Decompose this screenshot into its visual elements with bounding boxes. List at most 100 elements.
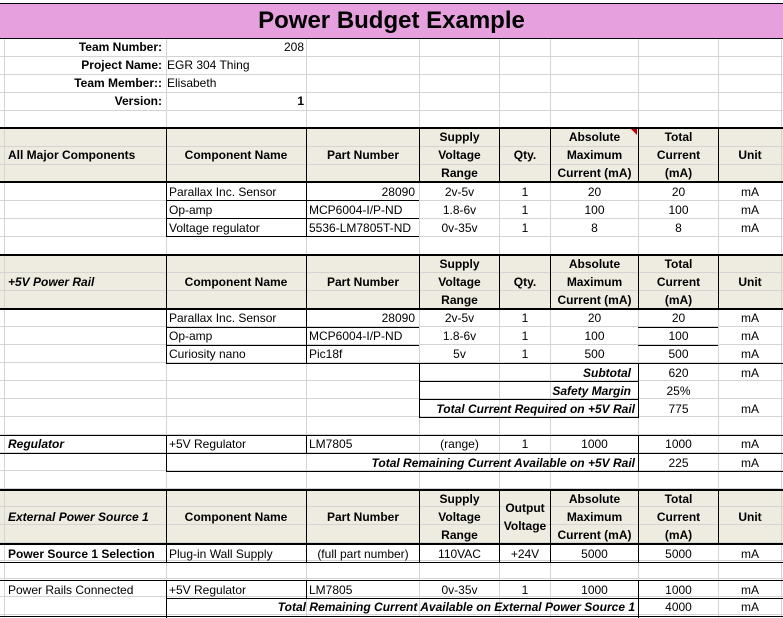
page-title: Power Budget Example xyxy=(258,7,525,34)
grid-line xyxy=(166,182,167,236)
section1-row-part[interactable]: MCP6004-I/P-ND xyxy=(309,203,403,217)
section1-row-total[interactable]: 8 xyxy=(675,221,682,235)
section1-row-abs[interactable]: 100 xyxy=(584,203,605,217)
section1-row-voltage[interactable]: 0v-35v xyxy=(441,221,478,235)
grid-line xyxy=(638,128,639,182)
grid-line xyxy=(0,596,783,597)
regulator-total[interactable]: 1000 xyxy=(665,437,692,451)
section1-row-qty[interactable]: 1 xyxy=(521,203,529,217)
section2-row-total[interactable]: 500 xyxy=(668,347,689,361)
power-rails-part[interactable]: LM7805 xyxy=(309,583,353,597)
power-rails-name[interactable]: +5V Regulator xyxy=(169,583,247,597)
section2-row-name[interactable]: Op-amp xyxy=(169,329,213,343)
grid-line xyxy=(718,128,719,182)
section2-row-abs[interactable]: 20 xyxy=(587,311,602,325)
regulator-voltage[interactable]: (range) xyxy=(440,437,479,451)
subtotal-value[interactable]: 620 xyxy=(668,366,689,380)
section1-row-voltage[interactable]: 2v-5v xyxy=(444,185,475,199)
regulator-label: Regulator xyxy=(8,437,65,451)
regulator-name[interactable]: +5V Regulator xyxy=(169,437,247,451)
grid-line xyxy=(638,490,639,544)
section2-row-qty[interactable]: 1 xyxy=(521,347,529,361)
grid-line xyxy=(0,254,783,256)
section1-row-name[interactable]: Parallax Inc. Sensor xyxy=(169,185,277,199)
grid-line xyxy=(638,544,639,562)
section2-row-name[interactable]: Curiosity nano xyxy=(169,347,246,361)
grid-line xyxy=(499,544,500,562)
version-value[interactable]: 1 xyxy=(297,94,304,108)
section2-row-abs[interactable]: 100 xyxy=(584,329,605,343)
power-rails-label: Power Rails Connected xyxy=(8,583,134,597)
section1-row-qty[interactable]: 1 xyxy=(521,185,529,199)
power-rails-voltage[interactable]: 0v-35v xyxy=(441,583,478,597)
section1-row-name[interactable]: Op-amp xyxy=(169,203,213,217)
grid-line xyxy=(306,580,307,598)
power-rails-total[interactable]: 1000 xyxy=(665,583,692,597)
section1-row-abs[interactable]: 20 xyxy=(587,185,602,199)
comment-indicator-icon[interactable] xyxy=(631,129,637,135)
section1-row-part[interactable]: 5536-LM7805T-ND xyxy=(309,221,412,235)
section2-row-voltage[interactable]: 5v xyxy=(453,347,466,361)
power-source-voltage[interactable]: 110VAC xyxy=(438,547,481,561)
power-source-name[interactable]: Plug-in Wall Supply xyxy=(169,547,273,561)
header-unit-3: Unit xyxy=(738,510,762,524)
section2-row-qty[interactable]: 1 xyxy=(521,311,529,325)
section1-row-voltage[interactable]: 1.8-6v xyxy=(442,203,477,217)
grid-line xyxy=(638,363,639,418)
grid-line xyxy=(0,488,783,489)
section1-row-qty[interactable]: 1 xyxy=(521,221,529,235)
project-name-value[interactable]: EGR 304 Thing xyxy=(167,58,250,72)
required-value[interactable]: 775 xyxy=(668,402,689,416)
header-total-current: Total Current (mA) xyxy=(639,128,718,182)
power-source-part[interactable]: (full part number) xyxy=(317,547,409,561)
power-source-unit: mA xyxy=(741,547,759,561)
section1-row-name[interactable]: Voltage regulator xyxy=(169,221,260,235)
power-source-abs[interactable]: 5000 xyxy=(581,547,608,561)
section2-row-part[interactable]: MCP6004-I/P-ND xyxy=(309,329,403,343)
section2-row-abs[interactable]: 500 xyxy=(584,347,605,361)
grid-line xyxy=(166,490,167,544)
grid-line xyxy=(306,182,307,236)
header-text: Output xyxy=(505,501,545,515)
header-abs-max: Absolute Maximum Current (mA) xyxy=(551,128,638,182)
section1-row-unit: mA xyxy=(741,203,759,217)
grid-line xyxy=(0,506,783,507)
header-text: Current xyxy=(656,510,701,524)
team-member-label: Team Member:: xyxy=(74,76,162,90)
section1-row-unit: mA xyxy=(741,185,759,199)
regulator-qty[interactable]: 1 xyxy=(521,437,529,451)
section2-row-name[interactable]: Parallax Inc. Sensor xyxy=(169,311,277,325)
team-member-value[interactable]: Elisabeth xyxy=(167,76,217,90)
power-source-total[interactable]: 5000 xyxy=(665,547,692,561)
section1-row-total[interactable]: 20 xyxy=(671,185,686,199)
grid-line xyxy=(0,435,783,436)
regulator-abs[interactable]: 1000 xyxy=(581,437,608,451)
grid-line xyxy=(306,128,307,182)
grid-line xyxy=(306,435,307,453)
section1-row-total[interactable]: 100 xyxy=(668,203,689,217)
external-remaining-value[interactable]: 4000 xyxy=(665,600,692,614)
header-text: Absolute xyxy=(568,257,621,271)
grid-line xyxy=(550,38,551,618)
section2-row-part[interactable]: 28090 xyxy=(381,311,415,325)
header-band-3 xyxy=(0,490,783,544)
grid-line xyxy=(0,616,783,617)
section2-row-total[interactable]: 100 xyxy=(668,329,689,343)
team-number-value[interactable]: 208 xyxy=(283,40,304,54)
section2-row-voltage[interactable]: 1.8-6v xyxy=(442,329,477,343)
section2-row-unit: mA xyxy=(741,347,759,361)
external-remaining-label: Total Remaining Current Available on Ext… xyxy=(277,600,635,614)
section1-row-part[interactable]: 28090 xyxy=(381,185,415,199)
section2-row-qty[interactable]: 1 xyxy=(521,329,529,343)
section2-row-part[interactable]: Pic18f xyxy=(309,347,343,361)
regulator-remaining-value[interactable]: 225 xyxy=(668,456,689,470)
header-text: Maximum xyxy=(566,275,623,289)
regulator-part[interactable]: LM7805 xyxy=(309,437,353,451)
section1-row-abs[interactable]: 8 xyxy=(591,221,598,235)
safety-margin-value[interactable]: 25% xyxy=(666,384,691,398)
power-source-output[interactable]: +24V xyxy=(510,547,540,561)
power-rails-abs[interactable]: 1000 xyxy=(581,583,608,597)
section2-row-voltage[interactable]: 2v-5v xyxy=(444,311,475,325)
power-rails-qty[interactable]: 1 xyxy=(521,583,529,597)
section2-row-total[interactable]: 20 xyxy=(671,311,686,325)
